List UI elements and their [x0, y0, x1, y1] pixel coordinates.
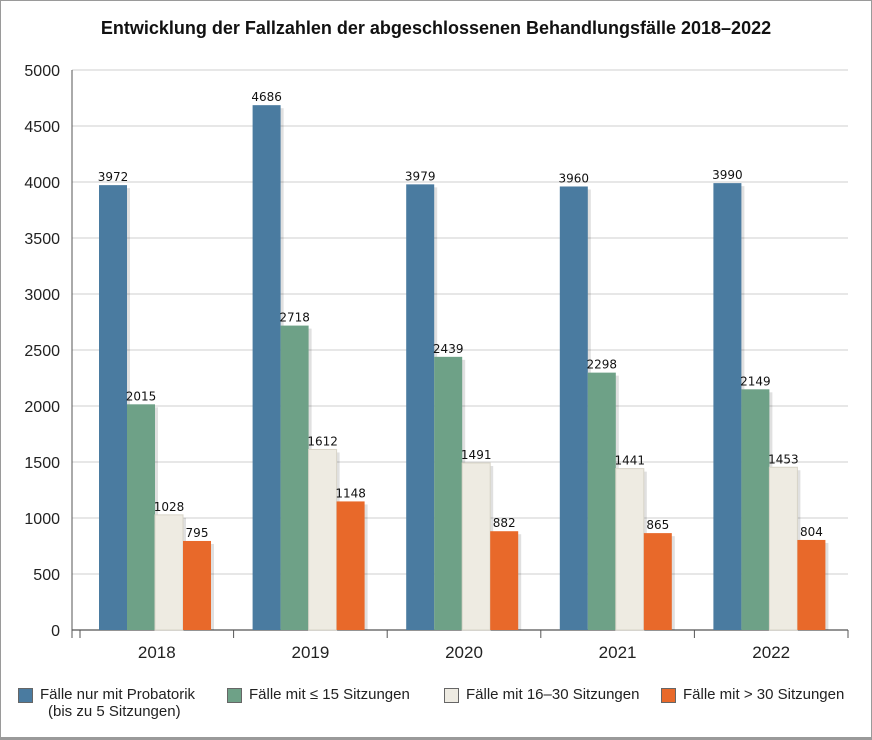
data-label: 3990: [712, 168, 743, 182]
y-tick-label: 1000: [24, 511, 60, 528]
legend-label: Fälle mit 16–30 Sitzungen: [466, 686, 640, 703]
y-tick-label: 4500: [24, 119, 60, 136]
legend-label: Fälle mit > 30 Sitzungen: [683, 686, 845, 703]
legend-label: Fälle nur mit Probatorik (bis zu 5 Sitzu…: [40, 686, 195, 720]
x-tick-label: 2021: [599, 643, 637, 662]
bar: [336, 501, 365, 630]
bar: [713, 183, 742, 630]
bar: [643, 533, 672, 630]
bar: [154, 514, 184, 631]
bar: [406, 184, 435, 631]
legend-item-16-30: Fälle mit 16–30 Sitzungen: [444, 686, 639, 703]
bar: [183, 540, 211, 630]
data-label: 3972: [98, 170, 129, 184]
y-tick-label: 4000: [24, 175, 60, 192]
chart-title: Entwicklung der Fallzahlen der abgeschlo…: [100, 18, 772, 38]
data-label: 795: [186, 526, 209, 540]
legend-item-le15: Fälle mit ≤ 15 Sitzungen: [227, 686, 410, 703]
legend-item-probatorik: Fälle nur mit Probatorik (bis zu 5 Sitzu…: [18, 686, 195, 720]
data-label: 2015: [126, 389, 157, 403]
legend-swatch: [661, 688, 676, 703]
data-label: 2439: [433, 342, 464, 356]
legend-swatch: [227, 688, 242, 703]
bar: [280, 325, 309, 630]
x-tick-label: 2019: [291, 643, 329, 662]
bar: [252, 105, 281, 631]
data-label: 2149: [740, 374, 771, 388]
bar: [127, 404, 155, 630]
y-tick-label: 3000: [24, 287, 60, 304]
y-tick-label: 5000: [24, 63, 60, 80]
data-label: 882: [493, 516, 516, 530]
bar: [615, 468, 645, 631]
bar: [99, 185, 127, 631]
x-tick-label: 2020: [445, 643, 483, 662]
bar: [797, 539, 826, 630]
bar: [559, 186, 588, 631]
data-label: 1028: [154, 500, 185, 514]
data-label: 3979: [405, 169, 436, 183]
data-label: 2718: [279, 311, 310, 325]
bar: [490, 531, 519, 630]
y-tick-label: 0: [51, 623, 60, 640]
data-label: 1491: [461, 448, 492, 462]
legend-label-line2: (bis zu 5 Sitzungen): [48, 703, 181, 720]
data-label: 3960: [559, 171, 590, 185]
bar: [768, 466, 798, 631]
bar: [741, 389, 770, 630]
y-tick-label: 2000: [24, 399, 60, 416]
data-label: 2298: [587, 358, 618, 372]
data-label: 1441: [615, 454, 646, 468]
bar: [308, 448, 338, 631]
data-label: 1148: [335, 486, 366, 500]
bar: [461, 462, 491, 631]
legend-item-gt30: Fälle mit > 30 Sitzungen: [661, 686, 844, 703]
legend-swatch: [444, 688, 459, 703]
legend-label-line1: Fälle nur mit Probatorik: [40, 686, 196, 703]
data-label: 804: [800, 525, 823, 539]
data-label: 4686: [251, 90, 282, 104]
x-tick-label: 2018: [138, 643, 176, 662]
bar: [434, 356, 463, 630]
legend-swatch: [18, 688, 33, 703]
legend-label: Fälle mit ≤ 15 Sitzungen: [249, 686, 410, 703]
data-label: 1612: [307, 434, 338, 448]
x-tick-label: 2022: [752, 643, 790, 662]
bar: [587, 372, 616, 630]
y-tick-label: 3500: [24, 231, 60, 248]
y-tick-label: 2500: [24, 343, 60, 360]
y-tick-label: 1500: [24, 455, 60, 472]
data-label: 1453: [768, 452, 799, 466]
data-label: 865: [646, 518, 669, 532]
y-tick-label: 500: [33, 567, 60, 584]
